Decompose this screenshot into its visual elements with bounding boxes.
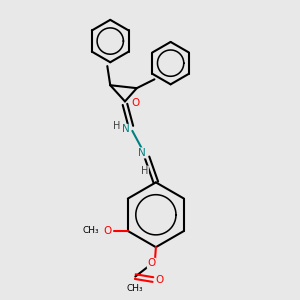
Text: H: H — [141, 166, 148, 176]
Text: O: O — [131, 98, 140, 108]
Text: H: H — [113, 122, 121, 131]
Text: O: O — [103, 226, 111, 236]
Text: CH₃: CH₃ — [127, 284, 144, 293]
Text: N: N — [122, 124, 130, 134]
Text: CH₃: CH₃ — [83, 226, 99, 236]
Text: O: O — [147, 258, 156, 268]
Text: N: N — [138, 148, 146, 158]
Text: O: O — [155, 274, 164, 285]
